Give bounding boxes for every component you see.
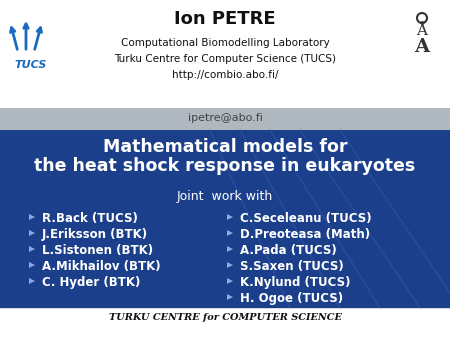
Text: the heat shock response in eukaryotes: the heat shock response in eukaryotes bbox=[34, 157, 416, 175]
Bar bbox=[0, 0, 450, 108]
Text: Computational Biomodelling Laboratory: Computational Biomodelling Laboratory bbox=[121, 38, 329, 48]
Text: Turku Centre for Computer Science (TUCS): Turku Centre for Computer Science (TUCS) bbox=[114, 54, 336, 64]
Text: http://combio.abo.fi/: http://combio.abo.fi/ bbox=[172, 70, 278, 80]
Text: TUCS: TUCS bbox=[14, 60, 46, 70]
Text: K.Nylund (TUCS): K.Nylund (TUCS) bbox=[240, 276, 351, 289]
Text: A: A bbox=[414, 38, 430, 56]
Bar bbox=[0, 130, 450, 308]
Text: C.Seceleanu (TUCS): C.Seceleanu (TUCS) bbox=[240, 212, 372, 225]
Text: Mathematical models for: Mathematical models for bbox=[103, 138, 347, 156]
Bar bbox=[0, 308, 450, 338]
Text: TURKU CENTRE for COMPUTER SCIENCE: TURKU CENTRE for COMPUTER SCIENCE bbox=[108, 313, 342, 322]
Text: R.Back (TUCS): R.Back (TUCS) bbox=[42, 212, 138, 225]
Text: A.Mikhailov (BTK): A.Mikhailov (BTK) bbox=[42, 260, 161, 273]
Text: L.Sistonen (BTK): L.Sistonen (BTK) bbox=[42, 244, 153, 257]
Bar bbox=[0, 108, 450, 130]
Text: ipetre@abo.fi: ipetre@abo.fi bbox=[188, 113, 262, 123]
Text: J.Eriksson (BTK): J.Eriksson (BTK) bbox=[42, 228, 148, 241]
Text: A.Pada (TUCS): A.Pada (TUCS) bbox=[240, 244, 337, 257]
Text: D.Preoteasa (Math): D.Preoteasa (Math) bbox=[240, 228, 370, 241]
Text: Ion PETRE: Ion PETRE bbox=[174, 10, 276, 28]
Text: Joint  work with: Joint work with bbox=[177, 190, 273, 203]
Text: S.Saxen (TUCS): S.Saxen (TUCS) bbox=[240, 260, 344, 273]
Text: Å: Å bbox=[417, 24, 428, 38]
Text: H. Ogoe (TUCS): H. Ogoe (TUCS) bbox=[240, 292, 343, 305]
Text: C. Hyder (BTK): C. Hyder (BTK) bbox=[42, 276, 140, 289]
